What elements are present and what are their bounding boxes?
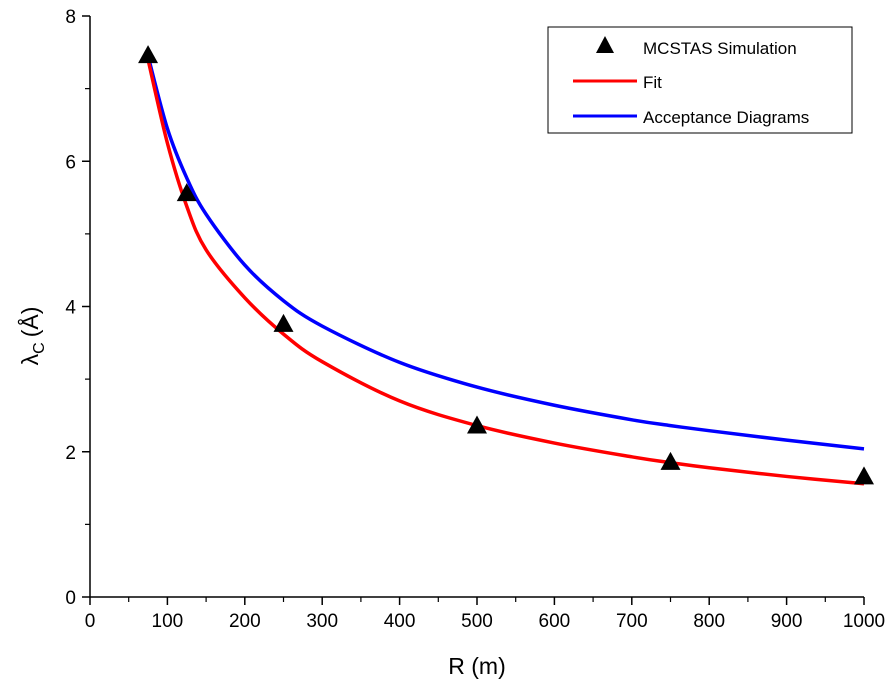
- x-tick-label: 0: [85, 611, 96, 632]
- x-tick-label: 900: [771, 611, 803, 632]
- axes: 0 100 200 300 400 500 600 700 800 900 1000 0 2 4 6 8: [65, 7, 885, 632]
- y-tick-label: 2: [65, 443, 76, 464]
- legend-label-acceptance: Acceptance Diagrams: [643, 108, 809, 127]
- x-tick-label: 800: [693, 611, 725, 632]
- x-tick-label: 200: [229, 611, 261, 632]
- legend-label-mcstas: MCSTAS Simulation: [643, 39, 797, 58]
- y-tick-label: 6: [65, 152, 76, 173]
- y-axis-unit: (Å): [16, 307, 43, 338]
- x-axis-title: R (m): [448, 653, 505, 679]
- series-line-acceptance-diagrams: [146, 55, 865, 451]
- y-axis-symbol: λ: [17, 353, 43, 365]
- x-tick-label: 400: [384, 611, 416, 632]
- legend-label-fit: Fit: [643, 73, 662, 92]
- legend-marker-mcstas: [596, 36, 614, 53]
- x-tick-label: 1000: [843, 611, 885, 632]
- data-point-triangle: [467, 415, 487, 434]
- x-tick-label: 700: [616, 611, 648, 632]
- x-tick-label: 100: [152, 611, 184, 632]
- y-tick-label: 4: [65, 298, 76, 319]
- series-line-fit: [146, 59, 865, 486]
- x-tick-label: 600: [539, 611, 571, 632]
- legend: MCSTAS Simulation Fit Acceptance Diagram…: [547, 26, 853, 134]
- data-point-triangle: [660, 451, 681, 470]
- y-axis-subscript: C: [31, 342, 48, 354]
- x-tick-label: 500: [461, 611, 493, 632]
- x-tick-label: 300: [306, 611, 338, 632]
- data-point-triangle: [176, 183, 197, 202]
- y-tick-label: 8: [65, 7, 76, 28]
- data-point-triangle: [138, 45, 159, 64]
- data-point-triangle: [273, 313, 294, 332]
- y-tick-label: 0: [65, 588, 76, 609]
- data-point-triangle: [854, 466, 874, 485]
- y-axis-title: λC (Å): [16, 307, 48, 366]
- plot-area: [138, 45, 874, 486]
